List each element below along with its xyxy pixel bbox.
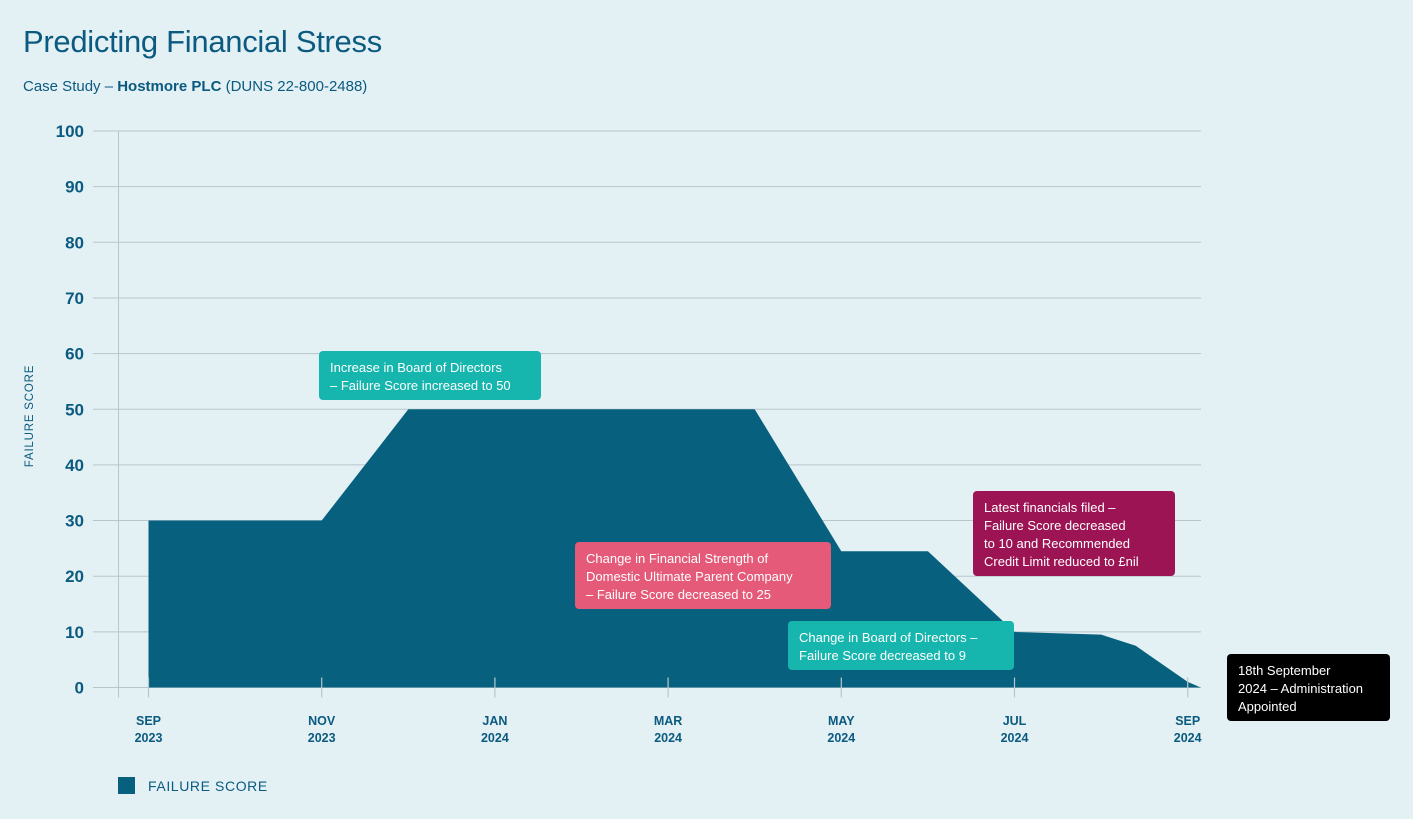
y-tick-label-0: 0 <box>75 679 84 698</box>
legend-label: FAILURE SCORE <box>148 777 268 794</box>
y-tick-label-40: 40 <box>65 456 84 475</box>
x-tick-label-year: 2024 <box>1174 731 1202 745</box>
x-tick-label-year: 2024 <box>654 731 682 745</box>
y-tick-label-80: 80 <box>65 233 84 252</box>
x-tick-label-month: NOV <box>308 714 336 728</box>
y-tick-label-50: 50 <box>65 400 84 419</box>
x-tick-label-month: JUL <box>1003 714 1027 728</box>
x-tick-label-year: 2024 <box>1001 731 1029 745</box>
annotation-parent-strength: Change in Financial Strength of Domestic… <box>575 542 831 609</box>
y-tick-label-10: 10 <box>65 623 84 642</box>
annotation-board-increase: Increase in Board of Directors – Failure… <box>319 351 541 400</box>
x-tick-label-year: 2024 <box>827 731 855 745</box>
chart-subtitle: Case Study – Hostmore PLC (DUNS 22-800-2… <box>23 78 367 95</box>
y-tick-label-60: 60 <box>65 345 84 364</box>
legend: FAILURE SCORE <box>118 777 268 794</box>
subtitle-company: Hostmore PLC <box>117 78 222 95</box>
x-tick-label-month: MAY <box>828 714 855 728</box>
y-tick-label-20: 20 <box>65 567 84 586</box>
y-tick-label-90: 90 <box>65 178 84 197</box>
x-tick-label-year: 2023 <box>308 731 336 745</box>
annotation-financials-filed: Latest financials filed – Failure Score … <box>973 491 1175 576</box>
x-tick-label-year: 2023 <box>135 731 163 745</box>
annotation-board-change: Change in Board of Directors – Failure S… <box>788 621 1014 670</box>
x-tick-label-year: 2024 <box>481 731 509 745</box>
annotation-administration: 18th September 2024 – Administration App… <box>1227 654 1390 721</box>
x-tick-label-month: JAN <box>482 714 507 728</box>
legend-swatch <box>118 777 135 794</box>
x-tick-label-month: MAR <box>654 714 682 728</box>
y-axis-label: FAILURE SCORE <box>24 365 36 467</box>
y-tick-label-30: 30 <box>65 512 84 531</box>
x-tick-label-month: SEP <box>136 714 161 728</box>
y-tick-label-100: 100 <box>56 122 84 141</box>
subtitle-suffix: (DUNS 22-800-2488) <box>221 78 368 95</box>
subtitle-prefix: Case Study – <box>23 78 118 95</box>
y-tick-label-70: 70 <box>65 289 84 308</box>
chart-title: Predicting Financial Stress <box>23 24 382 59</box>
x-tick-label-month: SEP <box>1175 714 1200 728</box>
